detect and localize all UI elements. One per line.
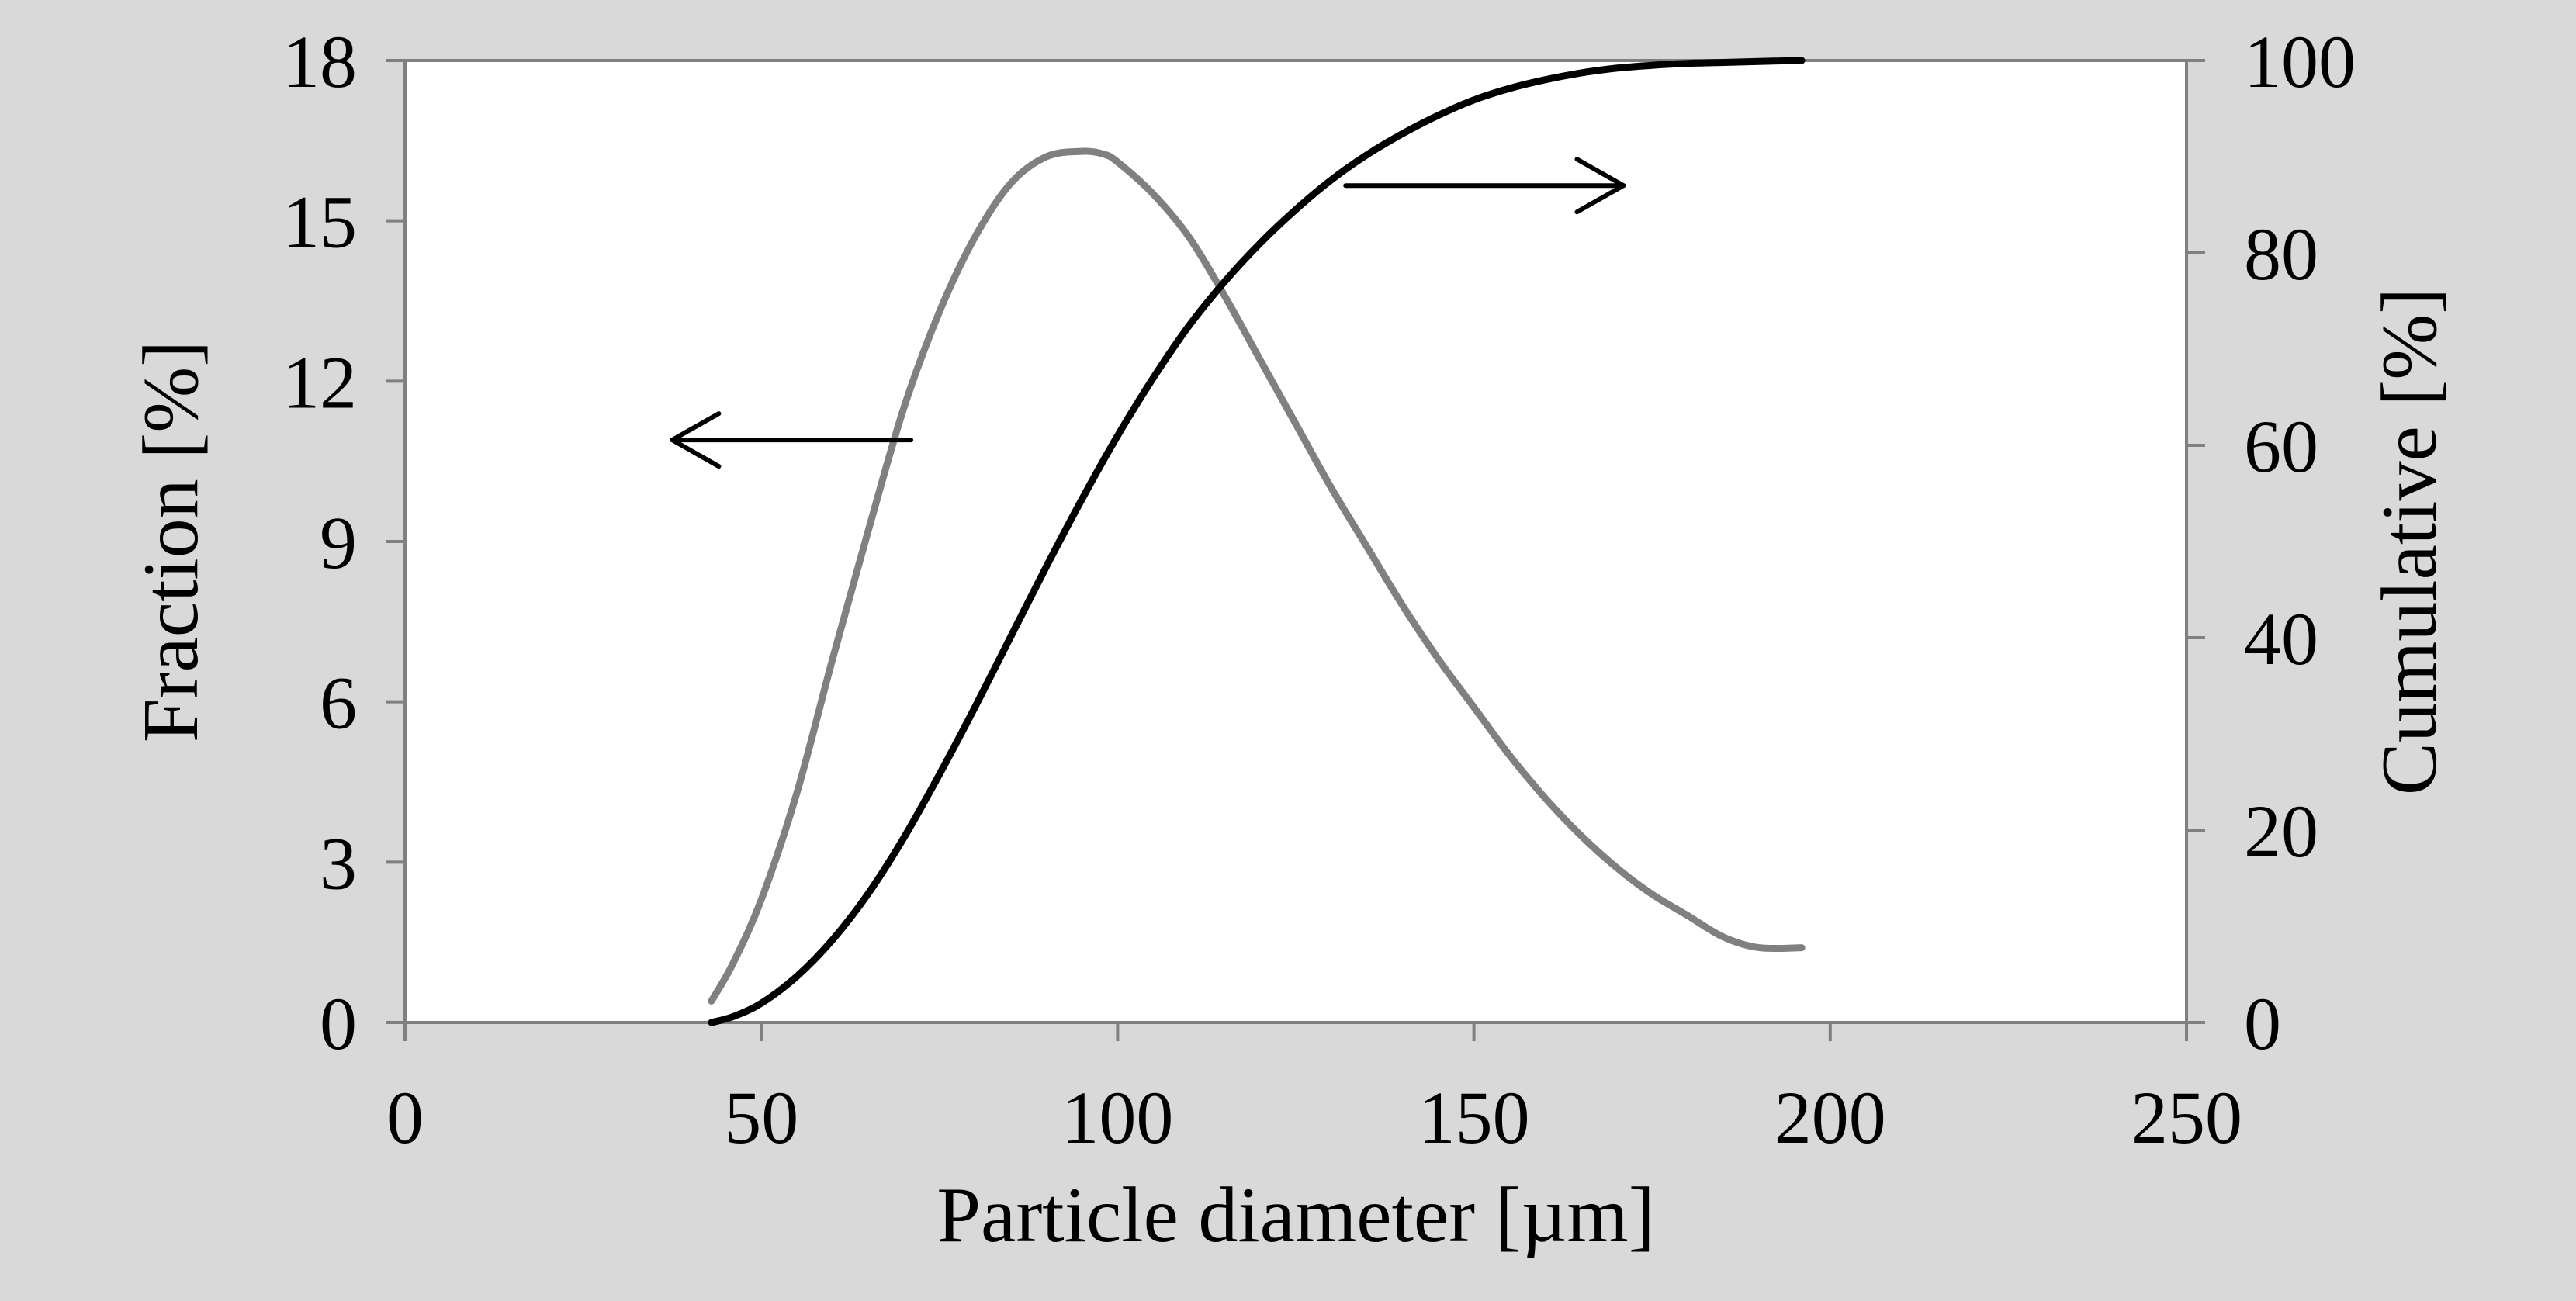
y-left-tick-label: 3 bbox=[320, 822, 357, 905]
y-left-tick-label: 12 bbox=[282, 341, 357, 424]
series-layer bbox=[708, 57, 1806, 1026]
y-left-tick-label: 6 bbox=[320, 662, 357, 745]
y-right-tick-label: 40 bbox=[2244, 597, 2318, 680]
x-tick-label: 250 bbox=[2131, 1076, 2242, 1159]
x-tick-label: 50 bbox=[724, 1076, 798, 1159]
y-right-tick-label: 100 bbox=[2244, 20, 2356, 103]
y-right-tick-label: 20 bbox=[2244, 790, 2318, 873]
y-left-tick-label: 15 bbox=[282, 181, 357, 264]
y-right-tick-label: 80 bbox=[2244, 213, 2318, 296]
y-axis-right-title: Cumulative [%] bbox=[2366, 288, 2453, 795]
arrow-right-icon bbox=[1343, 157, 1626, 215]
y-left-tick-label: 18 bbox=[282, 20, 357, 103]
x-axis-title: Particle diameter [µm] bbox=[937, 1171, 1654, 1259]
x-axis-ticks: 0 50 100 150 200 250 bbox=[386, 1022, 2242, 1159]
y-right-tick-label: 0 bbox=[2244, 982, 2281, 1065]
x-tick-label: 150 bbox=[1418, 1076, 1530, 1159]
y-left-tick-label: 0 bbox=[320, 982, 357, 1065]
x-tick-label: 0 bbox=[386, 1076, 424, 1159]
plot-area bbox=[403, 59, 2188, 1024]
x-tick-label: 200 bbox=[1774, 1076, 1886, 1159]
y-axis-left-ticks: 0 3 6 9 12 15 18 bbox=[282, 20, 405, 1065]
y-axis-right-ticks: 0 20 40 60 80 100 bbox=[2186, 20, 2356, 1065]
y-left-tick-label: 9 bbox=[320, 501, 357, 584]
y-axis-left-title: Fraction [%] bbox=[127, 341, 215, 742]
fraction-curve bbox=[708, 147, 1806, 1005]
cumulative-curve bbox=[708, 57, 1806, 1026]
y-right-tick-label: 60 bbox=[2244, 405, 2318, 488]
annotations-layer bbox=[670, 157, 1626, 469]
arrow-left-icon bbox=[670, 411, 914, 469]
x-tick-label: 100 bbox=[1061, 1076, 1173, 1159]
